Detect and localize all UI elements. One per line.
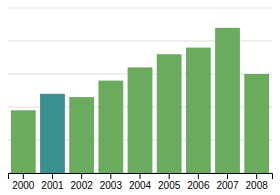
x-tick-mark: [169, 173, 170, 179]
x-tick: 2005: [158, 173, 181, 191]
x-tick-label: 2005: [158, 180, 181, 191]
x-tick-label: 2003: [100, 180, 123, 191]
bar: [128, 67, 153, 173]
x-tick-mark: [110, 173, 111, 179]
x-tick-label: 2008: [246, 180, 269, 191]
x-tick-label: 2001: [41, 180, 64, 191]
chart: 2000 2001 2002 2003 2004 2005 2006 2007 2008: [0, 0, 280, 195]
grid-line: [8, 8, 272, 9]
x-tick: 2008: [246, 173, 269, 191]
x-tick-label: 2004: [129, 180, 152, 191]
x-tick-mark: [81, 173, 82, 179]
x-tick: 2001: [41, 173, 64, 191]
x-tick-label: 2000: [12, 180, 35, 191]
x-tick: 2002: [71, 173, 94, 191]
x-axis: 2000 2001 2002 2003 2004 2005 2006 2007 2008: [9, 173, 273, 191]
x-tick-label: 2007: [216, 180, 239, 191]
x-tick: 2004: [129, 173, 152, 191]
bar: [98, 81, 123, 173]
x-tick: 2000: [12, 173, 35, 191]
bar: [157, 54, 182, 173]
bar: [186, 48, 211, 173]
x-tick-mark: [140, 173, 141, 179]
plot: 2000 2001 2002 2003 2004 2005 2006 2007 2008: [8, 8, 273, 191]
x-axis-line: [9, 174, 273, 180]
x-tick-label: 2002: [71, 180, 94, 191]
bar: [11, 110, 36, 173]
x-tick-label: 2006: [187, 180, 210, 191]
x-tick-mark: [227, 173, 228, 179]
bar: [69, 97, 94, 173]
bar: [215, 28, 240, 173]
x-tick-mark: [256, 173, 257, 179]
x-tick-mark: [198, 173, 199, 179]
bar: [40, 94, 65, 173]
grid: [8, 8, 272, 173]
bars: [11, 28, 269, 173]
bar: [244, 74, 269, 173]
x-tick: 2007: [216, 173, 239, 191]
x-tick: 2003: [100, 173, 123, 191]
x-tick-mark: [23, 173, 24, 179]
x-tick: 2006: [187, 173, 210, 191]
x-tick-mark: [52, 173, 53, 179]
